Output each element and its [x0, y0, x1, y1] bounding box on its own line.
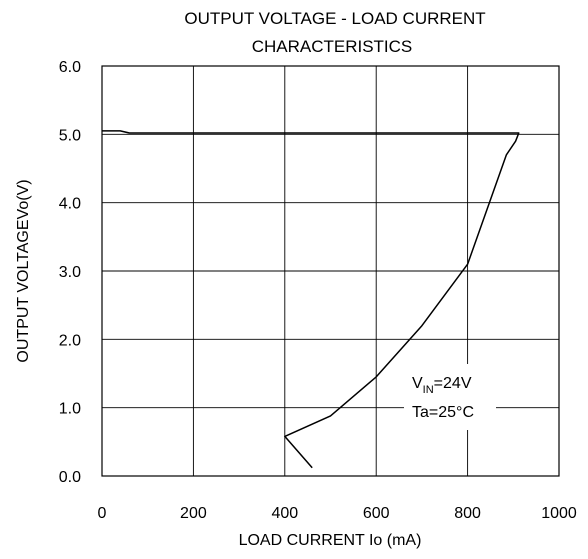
- y-tick-label: 2.0: [59, 332, 81, 349]
- annotation-vin-sub: IN: [423, 384, 434, 396]
- y-tick-label: 0.0: [59, 469, 81, 486]
- chart-title-line-1: OUTPUT VOLTAGE - LOAD CURRENT: [184, 9, 485, 28]
- series-line: [102, 130, 520, 469]
- y-tick-label: 5.0: [59, 127, 81, 144]
- y-tick-label: 1.0: [59, 401, 81, 418]
- series-layer: [102, 130, 520, 469]
- x-tick-label: 1000: [541, 505, 577, 522]
- x-tick-label: 800: [454, 505, 481, 522]
- x-tick-label: 200: [180, 505, 207, 522]
- annotation-vin: VIN=24V: [412, 375, 472, 396]
- y-tick-label: 4.0: [59, 196, 81, 213]
- x-tick-label: 0: [98, 505, 107, 522]
- annotation-box: VIN=24V Ta=25°C: [404, 364, 496, 430]
- annotation-vin-value: =24V: [434, 375, 472, 392]
- annotation-ta: Ta=25°C: [412, 404, 474, 421]
- y-axis-label: OUTPUT VOLTAGEVo(V): [15, 179, 32, 362]
- tick-labels: 0 200 400 600 800 1000 0.0 1.0 2.0 3.0 4.0 5.0 6.0: [59, 59, 577, 522]
- x-tick-label: 600: [363, 505, 390, 522]
- plot-frame: [101, 65, 560, 477]
- annotation-background: [404, 364, 496, 430]
- y-tick-label: 3.0: [59, 264, 81, 281]
- y-tick-label: 6.0: [59, 59, 81, 76]
- chart-title-line-2: CHARACTERISTICS: [252, 37, 413, 56]
- x-axis-label: LOAD CURRENT Io (mA): [239, 532, 422, 549]
- annotation-vin-main: V: [412, 375, 423, 392]
- x-tick-label: 400: [271, 505, 298, 522]
